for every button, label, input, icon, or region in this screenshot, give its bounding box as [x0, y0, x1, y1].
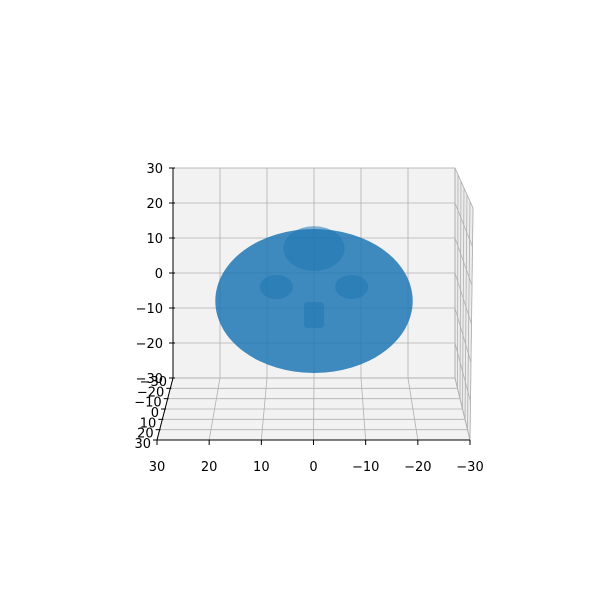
z-tick-label: 0 — [155, 267, 163, 282]
y-tick-label: −10 — [134, 396, 161, 411]
x-tick-label: −10 — [352, 460, 379, 475]
z-tick-label: −30 — [136, 372, 163, 387]
grid-line-side-y — [467, 201, 471, 430]
y-tick-label: 10 — [140, 416, 157, 431]
grid-line-side-y — [464, 194, 468, 420]
inner-sphere-surface — [259, 274, 293, 300]
main-sphere-surface — [215, 228, 413, 374]
y-tick-label: 20 — [137, 427, 154, 442]
x-tick-label: 30 — [149, 460, 166, 475]
x-tick-label: 0 — [309, 460, 317, 475]
grid-line-side-y — [459, 181, 462, 399]
z-tick-label: −20 — [136, 337, 163, 352]
y-tick-label: −20 — [137, 385, 164, 400]
grid-line-side-y — [469, 207, 474, 441]
x-tick-label: −20 — [404, 460, 431, 475]
y-tick-label: 30 — [134, 437, 151, 452]
z-tick-label: 30 — [146, 162, 163, 177]
inner-sphere-surface — [283, 226, 345, 271]
grid-layer — [156, 167, 474, 441]
inner-sphere-surface — [335, 274, 369, 300]
z-tick-label: −10 — [136, 302, 163, 317]
axes-layer — [153, 167, 471, 445]
grid-line-side-y — [457, 174, 459, 389]
grid-line-side-y — [462, 187, 465, 410]
z-tick-label: 20 — [146, 197, 163, 212]
z-tick-label: 10 — [146, 232, 163, 247]
tick-label-layer: 30 20 10 0 −10 −20 −303020100−10−20−30−30−20−1… — [134, 162, 483, 475]
surface-layer — [215, 226, 413, 374]
x-tick-label: −30 — [456, 460, 483, 475]
y-tick-label: 0 — [151, 406, 159, 421]
box-surface — [304, 302, 324, 328]
x-tick-label: 20 — [201, 460, 218, 475]
x-tick-label: 10 — [253, 460, 270, 475]
y-tick-label: −30 — [140, 375, 167, 390]
